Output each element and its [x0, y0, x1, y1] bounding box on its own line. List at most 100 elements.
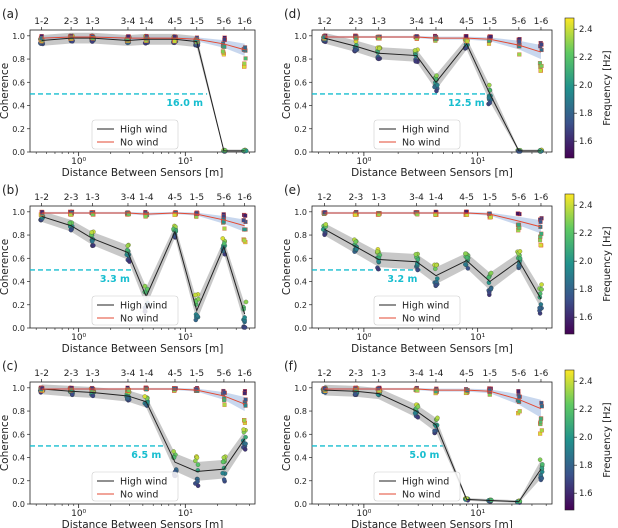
- y-tick-label: 0.8: [12, 55, 25, 64]
- high-wind-point: [487, 82, 492, 88]
- y-tick-label: 0.0: [12, 500, 25, 509]
- high-wind-point: [193, 458, 198, 464]
- colorbar: 2.4 2.2 2.0 1.8 1.6 Frequency [Hz]: [564, 369, 613, 511]
- pair-label: 3-4: [409, 369, 424, 379]
- panel-label: (c): [2, 359, 18, 373]
- no-wind-point: [220, 49, 225, 54]
- high-wind-line: [324, 389, 542, 503]
- colorbar-tick-label: 2.4: [579, 201, 593, 211]
- x-axis-label: Distance Between Sensors [m]: [62, 519, 224, 528]
- high-wind-point: [412, 48, 418, 53]
- colorbar-tick-label: 1.6: [579, 489, 593, 499]
- no-wind-point: [517, 409, 522, 414]
- pair-label: 1-3: [371, 193, 386, 203]
- legend-label-no-wind: No wind: [120, 138, 158, 149]
- no-wind-point: [193, 38, 198, 43]
- high-wind-point: [242, 325, 248, 330]
- panel-label: (d): [284, 7, 301, 21]
- pair-label: 1-6: [534, 369, 549, 379]
- legend-label-no-wind: No wind: [120, 314, 158, 325]
- colorbar-tick-label: 2.2: [579, 405, 593, 415]
- pair-label: 2-3: [348, 193, 363, 203]
- x-tick-label: 10¹: [178, 333, 193, 343]
- y-axis-label: Coherence: [0, 63, 11, 119]
- x-axis-label: Distance Between Sensors [m]: [351, 519, 513, 528]
- high-wind-point: [375, 249, 380, 254]
- no-wind-point: [353, 35, 358, 40]
- pair-label: 2-3: [64, 193, 79, 203]
- high-wind-point: [539, 282, 544, 287]
- panel: (b) 1-2 2-3 1-3 3-4 1-4 4-5 1-5 5-6 1-6 0.0 0.2 0.4 0…: [0, 183, 256, 355]
- high-wind-point: [195, 462, 201, 467]
- y-tick-label: 0.4: [12, 102, 25, 111]
- y-tick-label: 1.0: [12, 208, 25, 217]
- pair-label: 3-4: [409, 17, 424, 27]
- no-wind-point: [242, 61, 247, 66]
- pair-label: 1-3: [85, 369, 100, 379]
- pair-label: 4-5: [459, 369, 474, 379]
- no-wind-point: [433, 389, 438, 394]
- y-tick-label: 0.6: [12, 78, 25, 87]
- no-wind-point: [143, 214, 148, 219]
- y-tick-label: 0.8: [12, 407, 25, 416]
- panel-label: (f): [284, 359, 298, 373]
- high-wind-band: [324, 32, 541, 152]
- y-tick-label: 0.0: [12, 148, 25, 157]
- legend-label-no-wind: No wind: [402, 314, 440, 325]
- y-tick-label: 0.2: [12, 477, 25, 486]
- no-wind-point: [242, 418, 247, 423]
- no-wind-point: [222, 37, 227, 42]
- no-wind-point: [222, 398, 227, 403]
- plot-frame: [311, 381, 553, 505]
- high-wind-point: [537, 305, 542, 311]
- no-wind-point: [538, 243, 543, 248]
- no-wind-point: [90, 386, 95, 391]
- plot-frame: [29, 381, 256, 505]
- high-wind-point: [142, 283, 148, 289]
- high-wind-point: [195, 313, 200, 319]
- no-wind-point: [464, 209, 469, 214]
- high-wind-line: [41, 37, 245, 152]
- no-wind-line: [41, 212, 245, 227]
- high-wind-point: [171, 449, 176, 454]
- pair-label: 5-6: [511, 17, 526, 27]
- pair-label: 2-3: [348, 17, 363, 27]
- legend-label-no-wind: No wind: [402, 490, 440, 501]
- legend-label-high-wind: High wind: [120, 125, 167, 136]
- pair-label: 3-4: [121, 193, 136, 203]
- high-wind-point: [376, 56, 381, 62]
- high-wind-point: [537, 457, 543, 462]
- high-wind-point: [241, 427, 246, 432]
- colorbar-tick-label: 2.0: [579, 433, 593, 443]
- pair-label: 1-6: [237, 369, 252, 379]
- legend-label-high-wind: High wind: [402, 477, 449, 488]
- pair-label: 1-3: [371, 17, 386, 27]
- high-wind-point: [434, 88, 439, 94]
- pair-label: 2-3: [64, 17, 79, 27]
- no-wind-point: [243, 45, 248, 50]
- threshold-label: 6.5 m: [131, 450, 161, 461]
- pair-label: 1-5: [483, 193, 498, 203]
- high-wind-point: [516, 263, 521, 269]
- y-tick-label: 0.0: [294, 324, 307, 333]
- pair-label: 1-5: [483, 369, 498, 379]
- high-wind-point: [243, 434, 248, 440]
- no-wind-point: [433, 36, 439, 42]
- high-wind-point: [220, 470, 225, 476]
- pair-label: 1-4: [429, 369, 444, 379]
- x-tick-label: 10⁰: [356, 333, 371, 343]
- high-wind-point: [243, 441, 248, 446]
- pair-label: 2-3: [348, 369, 363, 379]
- pair-label: 3-4: [121, 17, 136, 27]
- colorbar-tick-label: 2.0: [579, 81, 593, 91]
- plot-frame: [29, 29, 256, 153]
- colorbar-tick-label: 1.8: [579, 461, 593, 471]
- colorbar-tick-label: 2.2: [579, 53, 593, 63]
- high-wind-point: [70, 392, 75, 397]
- x-tick-label: 10¹: [178, 509, 193, 519]
- high-wind-point: [464, 255, 470, 260]
- high-wind-point: [222, 148, 228, 153]
- no-wind-point: [222, 402, 227, 407]
- no-wind-point: [243, 397, 248, 402]
- y-tick-label: 0.8: [294, 407, 307, 416]
